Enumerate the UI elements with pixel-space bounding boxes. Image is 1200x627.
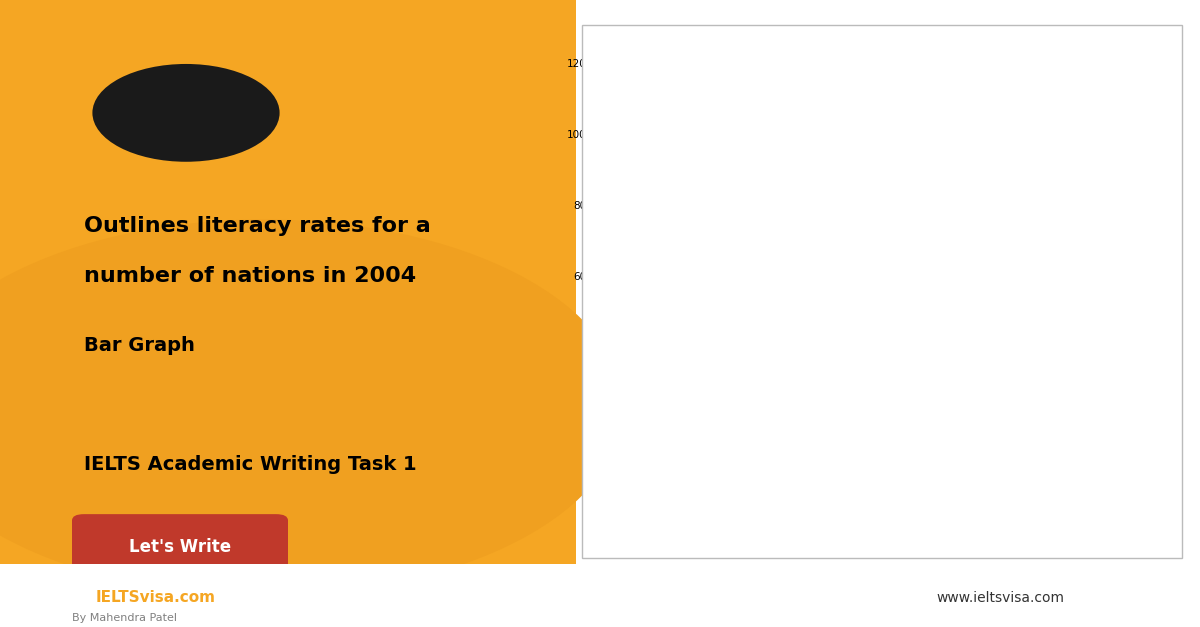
Bar: [731, 153, 754, 489]
Bar: [1109, 312, 1133, 489]
Bar: [1040, 228, 1063, 489]
Text: Outlines literacy rates for a: Outlines literacy rates for a: [84, 216, 431, 236]
Text: IELTSvisa.com: IELTSvisa.com: [96, 590, 216, 605]
Bar: [868, 175, 892, 489]
Bar: [937, 182, 960, 489]
Bar: [799, 168, 823, 489]
Bar: [661, 134, 685, 489]
Text: Bar Graph: Bar Graph: [84, 336, 194, 355]
Text: number of nations in 2004: number of nations in 2004: [84, 266, 416, 286]
Bar: [626, 134, 650, 489]
Bar: [764, 157, 788, 489]
Bar: [1006, 225, 1030, 489]
Bar: [696, 144, 719, 489]
Text: Let's Write: Let's Write: [128, 538, 232, 556]
Bar: [1075, 268, 1098, 489]
Title: Worldwide Literacy Rates in 2004: Worldwide Literacy Rates in 2004: [766, 41, 1028, 55]
Bar: [902, 177, 926, 489]
Text: By Mahendra Patel: By Mahendra Patel: [72, 613, 178, 623]
Bar: [1144, 364, 1168, 489]
Text: www.ieltsvisa.com: www.ieltsvisa.com: [936, 591, 1064, 605]
Bar: [972, 202, 995, 489]
Text: IELTS Academic Writing Task 1: IELTS Academic Writing Task 1: [84, 455, 416, 474]
Bar: [834, 172, 857, 489]
